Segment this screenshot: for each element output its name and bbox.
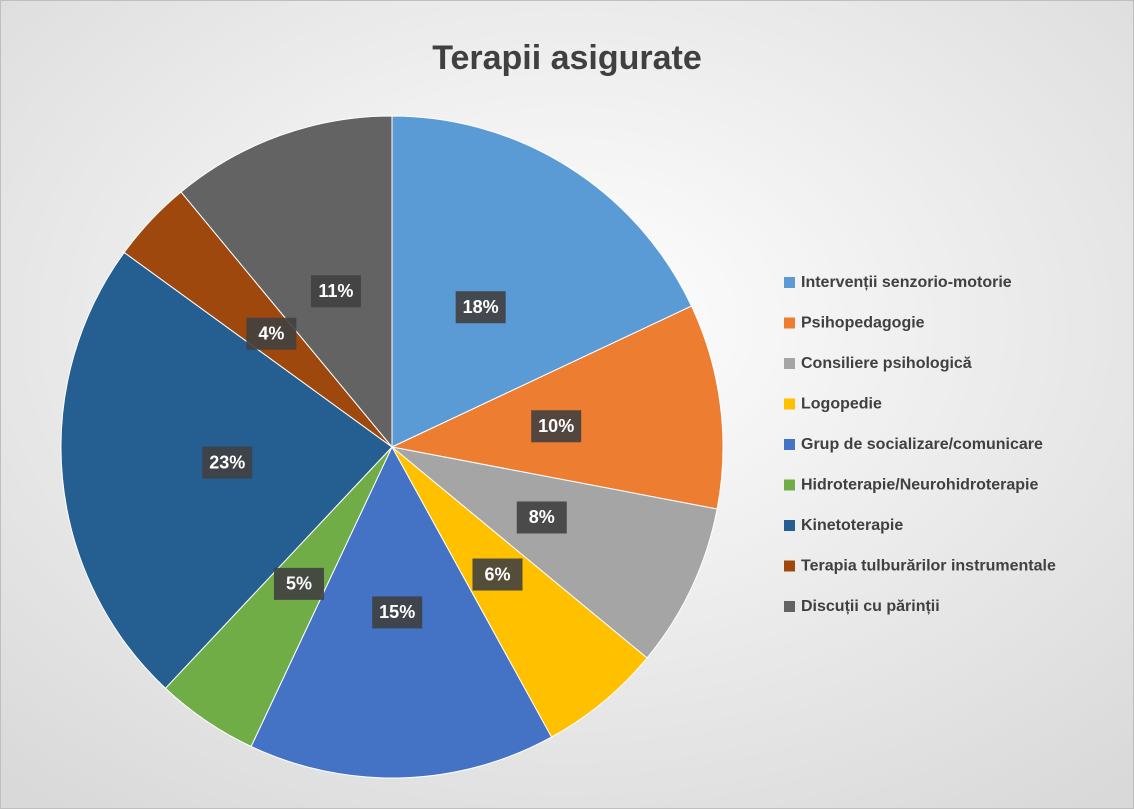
legend-label: Logopedie	[801, 396, 882, 413]
legend-label: Terapia tulburărilor instrumentale	[801, 558, 1056, 575]
legend-label: Consiliere psihologică	[801, 355, 972, 372]
legend-label: Discuții cu părinții	[801, 598, 940, 615]
data-label-box	[372, 596, 423, 629]
pie-slice	[391, 115, 693, 448]
pie-slice	[391, 446, 718, 659]
legend-label: Grup de socializare/comunicare	[801, 436, 1043, 453]
legend-swatch	[784, 560, 795, 572]
data-label-box	[516, 501, 567, 534]
data-label: 11%	[318, 281, 353, 301]
data-label-box	[273, 567, 324, 600]
data-label: 15%	[379, 602, 415, 622]
data-label-box	[202, 446, 253, 479]
legend-swatch	[784, 277, 795, 288]
legend-label: Hidroterapie/Neurohidroterapie	[801, 477, 1038, 494]
data-label: 4%	[258, 323, 284, 343]
data-label-box	[455, 291, 506, 324]
legend-label: Psihopedagogie	[801, 315, 925, 332]
legend-swatch	[784, 520, 795, 531]
data-label: 8%	[529, 507, 555, 527]
data-label: 5%	[286, 574, 312, 594]
pie-slice	[390, 305, 724, 510]
legend-swatch	[784, 398, 795, 410]
data-label: 10%	[538, 416, 574, 436]
data-label: 6%	[484, 564, 510, 584]
legend-swatch	[784, 358, 795, 369]
legend-label: Intervenții senzorio-motorie	[801, 274, 1012, 291]
pie-slice	[391, 446, 648, 738]
legend-label: Kinetoterapie	[801, 517, 903, 534]
chart-title: Terapii asigurate	[432, 39, 702, 77]
legend-swatch	[784, 479, 795, 491]
data-label-box	[531, 410, 582, 443]
legend-swatch	[784, 317, 795, 329]
legend-swatch	[784, 601, 795, 612]
pie-slice	[180, 115, 393, 449]
data-label: 23%	[209, 452, 245, 472]
data-label-box	[310, 275, 361, 308]
data-label-box	[246, 317, 297, 350]
legend-swatch	[784, 439, 795, 450]
data-label: 18%	[463, 297, 499, 317]
data-label-box	[472, 558, 523, 591]
